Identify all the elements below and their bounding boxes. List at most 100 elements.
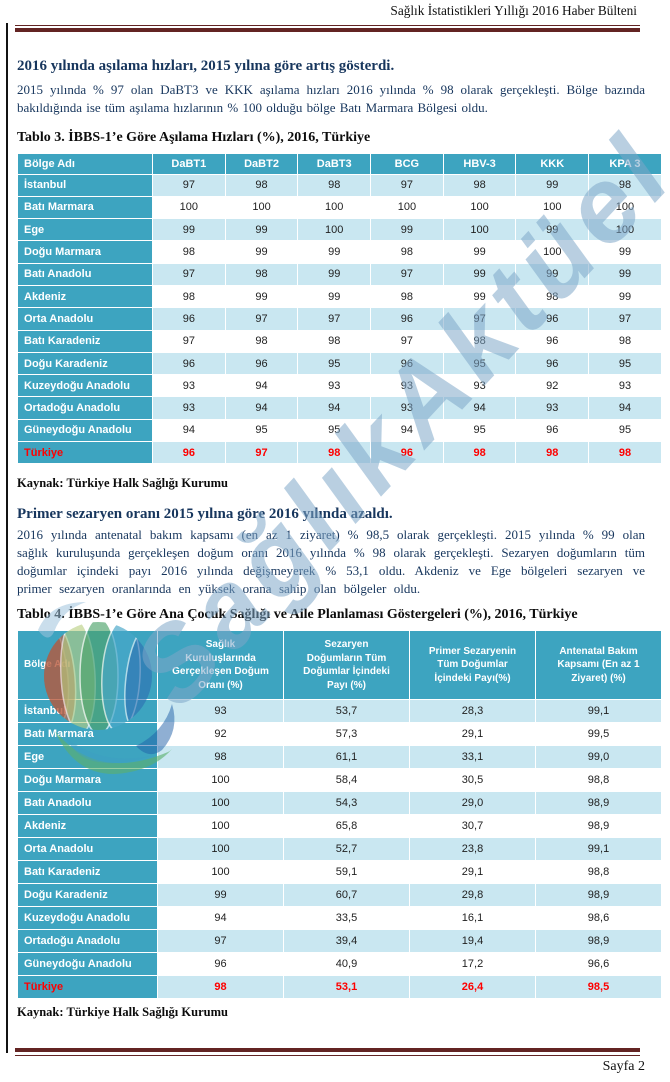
value-cell: 99 <box>442 240 517 264</box>
table-row: Batı Marmara 92 57,3 29,1 99,5 <box>17 722 662 746</box>
value-cell: 100 <box>515 195 590 220</box>
value-cell: 100 <box>297 195 372 220</box>
value-cell: 98,8 <box>535 768 662 792</box>
value-cell: 59,1 <box>283 860 410 884</box>
table-row: Ege 98 61,1 33,1 99,0 <box>17 745 662 769</box>
column-header: Sağlık Kuruluşlarında Gerçekleşen Doğum … <box>157 630 284 700</box>
table-row: Güneydoğu Anadolu 94 95 95 94 95 96 95 <box>17 418 662 443</box>
region-name-cell: Doğu Karadeniz <box>17 351 153 376</box>
value-cell: 98,8 <box>535 860 662 884</box>
value-cell: 93 <box>370 396 444 420</box>
value-cell: 57,3 <box>283 722 410 746</box>
value-cell: 96 <box>370 351 444 376</box>
value-cell: 28,3 <box>409 699 536 723</box>
value-cell: 97 <box>157 929 284 953</box>
value-cell: 58,4 <box>283 768 410 792</box>
region-name-cell: Akdeniz <box>17 814 158 838</box>
region-name-cell: Türkiye <box>17 441 153 465</box>
value-cell: 100 <box>157 791 284 815</box>
value-cell: 96 <box>515 307 590 331</box>
value-cell: 100 <box>224 195 299 220</box>
value-cell: 95 <box>297 418 372 443</box>
table-row: Batı Karadeniz 100 59,1 29,1 98,8 <box>17 860 662 884</box>
region-name-cell: Orta Anadolu <box>17 307 153 331</box>
value-cell: 99 <box>152 218 226 242</box>
top-rule-thick <box>15 27 640 33</box>
region-name-cell: Ege <box>17 745 158 769</box>
value-cell: 52,7 <box>283 837 410 861</box>
value-cell: 98 <box>152 284 226 309</box>
value-cell: 100 <box>157 860 284 884</box>
value-cell: 60,7 <box>283 883 410 907</box>
value-cell: 95 <box>297 351 372 376</box>
value-cell: 99 <box>515 218 590 242</box>
value-cell: 92 <box>157 722 284 746</box>
value-cell: 30,7 <box>409 814 536 838</box>
value-cell: 53,1 <box>283 975 410 999</box>
value-cell: 54,3 <box>283 791 410 815</box>
value-cell: 96 <box>370 307 444 331</box>
value-cell: 98 <box>224 173 299 197</box>
value-cell: 99,1 <box>535 699 662 723</box>
value-cell: 40,9 <box>283 952 410 976</box>
value-cell: 99,1 <box>535 837 662 861</box>
value-cell: 97 <box>370 329 444 353</box>
table-row: İstanbul 97 98 98 97 98 99 98 <box>17 173 662 197</box>
table-row: Ege 99 99 100 99 100 99 100 <box>17 218 662 242</box>
value-cell: 93 <box>370 374 444 398</box>
value-cell: 98,9 <box>535 929 662 953</box>
column-header: Primer Sezaryenin Tüm Doğumlar İçindeki … <box>409 630 536 700</box>
value-cell: 96 <box>224 351 299 376</box>
total-row: Türkiye 96 97 98 96 98 98 98 <box>17 441 662 465</box>
value-cell: 99 <box>370 218 444 242</box>
value-cell: 95 <box>224 418 299 443</box>
region-name-cell: Ortadoğu Anadolu <box>17 396 153 420</box>
table4-source-note: Kaynak: Türkiye Halk Sağlığı Kurumu <box>17 1005 228 1019</box>
table-row: Doğu Marmara 100 58,4 30,5 98,8 <box>17 768 662 792</box>
value-cell: 97 <box>152 262 226 286</box>
value-cell: 19,4 <box>409 929 536 953</box>
value-cell: 99 <box>157 883 284 907</box>
value-cell: 99 <box>515 173 590 197</box>
value-cell: 98 <box>588 173 662 197</box>
value-cell: 99,0 <box>535 745 662 769</box>
region-name-cell: Orta Anadolu <box>17 837 158 861</box>
region-name-cell: Kuzeydoğu Anadolu <box>17 906 158 930</box>
value-cell: 17,2 <box>409 952 536 976</box>
value-cell: 98 <box>515 441 590 465</box>
table3-body: İstanbul 97 98 98 97 98 99 98 Batı Marmara 100 100… <box>17 173 662 465</box>
value-cell: 96 <box>515 351 590 376</box>
value-cell: 29,8 <box>409 883 536 907</box>
value-cell: 65,8 <box>283 814 410 838</box>
value-cell: 94 <box>152 418 226 443</box>
value-cell: 53,7 <box>283 699 410 723</box>
column-header: Sezaryen Doğumların Tüm Doğumlar İçindek… <box>283 630 410 700</box>
value-cell: 93 <box>515 396 590 420</box>
table-row: Orta Anadolu 100 52,7 23,8 99,1 <box>17 837 662 861</box>
value-cell: 99 <box>297 240 372 264</box>
value-cell: 29,0 <box>409 791 536 815</box>
value-cell: 94 <box>442 396 517 420</box>
value-cell: 95 <box>588 418 662 443</box>
region-name-cell: Güneydoğu Anadolu <box>17 952 158 976</box>
region-name-cell: Batı Karadeniz <box>17 329 153 353</box>
value-cell: 99 <box>224 240 299 264</box>
value-cell: 100 <box>370 195 444 220</box>
page-border-left <box>6 23 8 1053</box>
value-cell: 98,5 <box>535 975 662 999</box>
value-cell: 93 <box>588 374 662 398</box>
section1-paragraph: 2015 yılında % 97 olan DaBT3 ve KKK aşıl… <box>17 81 645 115</box>
section1-heading: 2016 yılında aşılama hızları, 2015 yılın… <box>17 57 395 74</box>
table3-caption: Tablo 3. İBBS-1’e Göre Aşılama Hızları (… <box>17 129 371 145</box>
page-number: Sayfa 2 <box>602 1059 645 1074</box>
value-cell: 97 <box>224 441 299 465</box>
value-cell: 93 <box>157 699 284 723</box>
maternal-child-health-table: Bölge Adı Sağlık Kuruluşlarında Gerçekleş… <box>17 630 662 999</box>
value-cell: 98 <box>370 240 444 264</box>
value-cell: 94 <box>157 906 284 930</box>
value-cell: 29,1 <box>409 722 536 746</box>
region-name-cell: Doğu Karadeniz <box>17 883 158 907</box>
value-cell: 99 <box>442 284 517 309</box>
value-cell: 98 <box>370 284 444 309</box>
value-cell: 98 <box>442 329 517 353</box>
